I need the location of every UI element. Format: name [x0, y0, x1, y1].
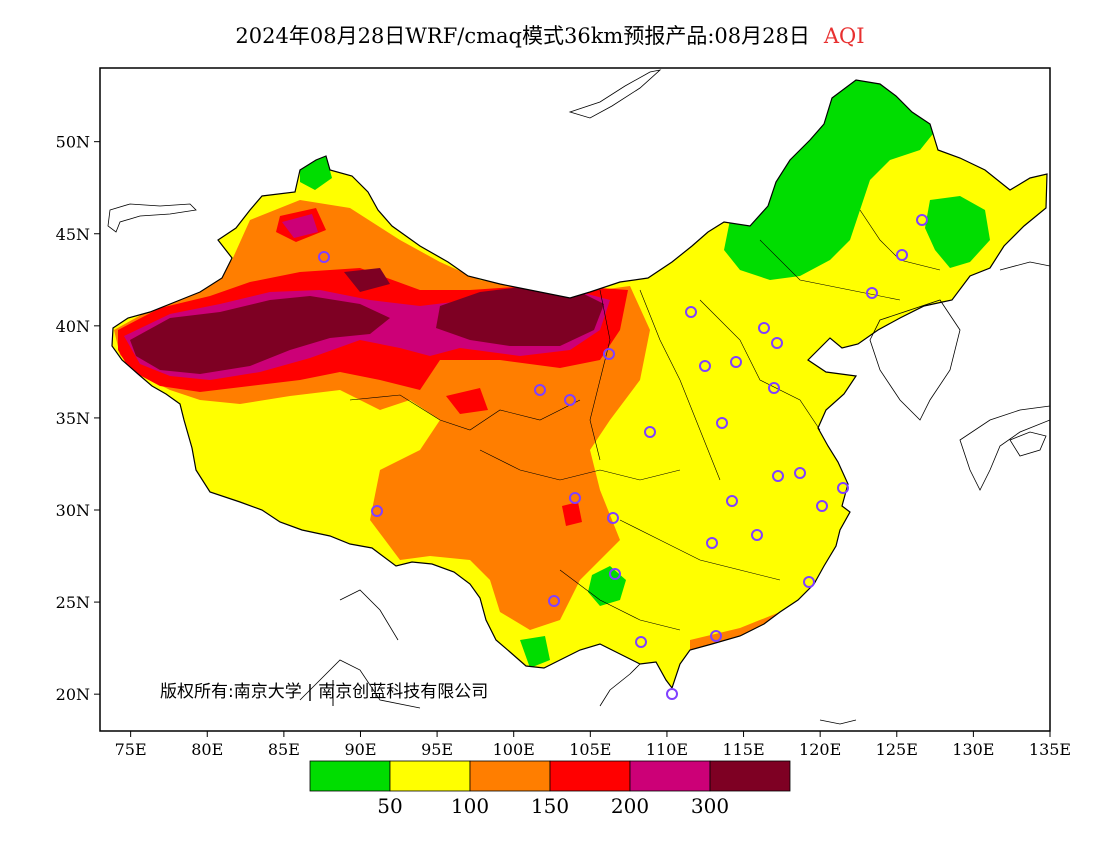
- aqi-good-yunnan: [520, 636, 550, 668]
- aqi-legend: 50 100 150 200 300: [309, 760, 791, 818]
- legend-break-label: 200: [611, 794, 649, 818]
- x-tick-label: 125E: [876, 740, 918, 759]
- city-marker: [896, 249, 908, 261]
- x-tick-label: 100E: [493, 740, 535, 759]
- city-marker: [706, 537, 718, 549]
- title-main: 2024年08月28日WRF/cmaq模式36km预报产品:08月28日: [235, 24, 810, 48]
- city-marker: [548, 595, 560, 607]
- city-marker: [751, 529, 763, 541]
- city-marker: [318, 251, 330, 263]
- x-tick-label: 135E: [1029, 740, 1071, 759]
- city-marker: [564, 394, 576, 406]
- y-tick-label: 45N: [56, 225, 90, 244]
- y-tick-label: 25N: [56, 593, 90, 612]
- x-tick-label: 130E: [952, 740, 994, 759]
- aqi-good-northeast: [724, 80, 936, 280]
- city-marker: [716, 417, 728, 429]
- city-marker: [916, 214, 928, 226]
- x-tick-label: 120E: [799, 740, 841, 759]
- legend-swatch: [309, 760, 391, 792]
- city-marker: [603, 348, 615, 360]
- city-marker: [635, 636, 647, 648]
- city-marker: [666, 688, 678, 700]
- x-tick-label: 115E: [722, 740, 764, 759]
- city-marker: [644, 426, 656, 438]
- y-tick-label: 20N: [56, 685, 90, 704]
- legend-break-label: 150: [531, 794, 569, 818]
- y-tick-label: 30N: [56, 501, 90, 520]
- city-marker: [699, 360, 711, 372]
- legend-break-label: 300: [691, 794, 729, 818]
- city-marker: [768, 382, 780, 394]
- x-tick-label: 105E: [569, 740, 611, 759]
- city-marker: [837, 482, 849, 494]
- title-variable: AQI: [823, 24, 865, 48]
- y-tick-label: 35N: [56, 409, 90, 428]
- y-tick-label: 40N: [56, 317, 90, 336]
- legend-swatch: [549, 760, 631, 792]
- city-marker: [726, 495, 738, 507]
- city-marker: [771, 337, 783, 349]
- aqi-good-northeast-2: [925, 196, 990, 268]
- aqi-hazardous-alxa: [436, 286, 604, 346]
- city-marker: [569, 492, 581, 504]
- coastlines: [107, 69, 1050, 725]
- x-tick-label: 110E: [646, 740, 688, 759]
- city-marker: [866, 287, 878, 299]
- aqi-good-guizhou: [588, 566, 626, 606]
- city-markers: [318, 214, 928, 700]
- legend-swatch: [709, 760, 791, 792]
- aqi-hazardous-tarim: [130, 296, 390, 374]
- aqi-hazardous-turpan: [344, 268, 390, 292]
- city-marker: [758, 322, 770, 334]
- city-marker: [710, 630, 722, 642]
- x-tick-label: 90E: [344, 740, 376, 759]
- x-tick-label: 95E: [421, 740, 453, 759]
- legend-swatch: [629, 760, 711, 792]
- legend-break-label: 100: [451, 794, 489, 818]
- city-marker: [371, 505, 383, 517]
- x-tick-label: 75E: [115, 740, 147, 759]
- city-marker: [609, 568, 621, 580]
- y-axis: 50N 45N 40N 35N 30N 25N 20N: [56, 133, 100, 704]
- city-marker: [534, 384, 546, 396]
- aqi-unhealthy-qinghai: [446, 388, 488, 414]
- city-marker: [816, 500, 828, 512]
- copyright-text: 版权所有:南京大学 | 南京创蓝科技有限公司: [160, 682, 488, 702]
- city-marker: [685, 306, 697, 318]
- city-marker: [772, 470, 784, 482]
- city-marker: [607, 512, 619, 524]
- city-marker: [730, 356, 742, 368]
- aqi-very-unhealthy-junggar: [282, 214, 318, 238]
- legend-swatch: [389, 760, 471, 792]
- x-axis: 75E 80E 85E 90E 95E 100E 105E 110E 115E 120E 125E 1…: [115, 731, 1071, 759]
- x-tick-label: 85E: [268, 740, 300, 759]
- aqi-unhealthy-sichuan: [562, 502, 582, 526]
- x-tick-label: 80E: [191, 740, 223, 759]
- city-marker: [803, 576, 815, 588]
- province-boundaries: [349, 209, 941, 631]
- map-frame: [99, 67, 1051, 732]
- legend-break-label: 50: [377, 794, 402, 818]
- city-marker: [794, 467, 806, 479]
- y-tick-label: 50N: [56, 133, 90, 152]
- legend-swatch: [469, 760, 551, 792]
- map-title: 2024年08月28日WRF/cmaq模式36km预报产品:08月28日 AQI: [0, 20, 1100, 50]
